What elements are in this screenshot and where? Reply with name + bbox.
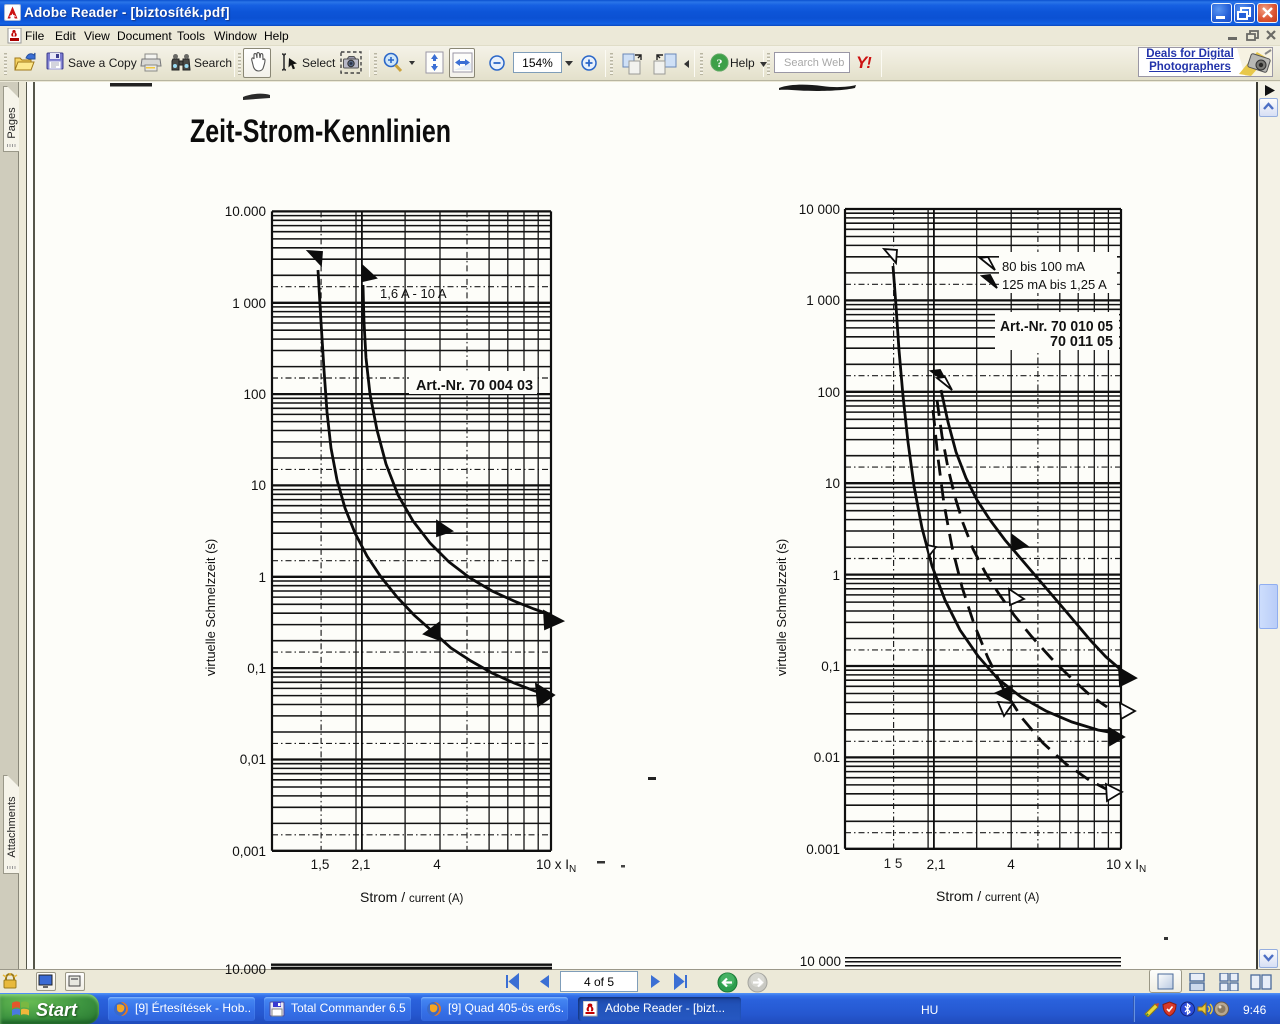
svg-text:70 011 05: 70 011 05 <box>1050 333 1113 350</box>
svg-text:1 000: 1 000 <box>806 293 840 308</box>
svg-text:80 bis 100 mA: 80 bis 100 mA <box>1002 259 1085 274</box>
svg-text:0.01: 0.01 <box>814 750 840 765</box>
svg-text:1,5: 1,5 <box>311 857 330 872</box>
svg-text:1,6 A - 10 A: 1,6 A - 10 A <box>380 286 447 301</box>
svg-text:0.001: 0.001 <box>806 842 840 857</box>
svg-text:1 000: 1 000 <box>232 296 266 311</box>
svg-text:0,001: 0,001 <box>232 844 266 859</box>
svg-text:10: 10 <box>251 478 266 493</box>
svg-text:Art.-Nr. 70 004 03: Art.-Nr. 70 004 03 <box>416 377 533 394</box>
svg-text:1: 1 <box>832 568 840 583</box>
svg-text:Strom / current (A): Strom / current (A) <box>936 888 1040 904</box>
svg-text:125 mA bis 1,25 A: 125 mA bis 1,25 A <box>1002 277 1107 292</box>
svg-text:100: 100 <box>817 385 840 400</box>
svg-text:10.000: 10.000 <box>225 962 266 977</box>
svg-text:4: 4 <box>433 857 441 872</box>
svg-text:Strom / current (A): Strom / current (A) <box>360 889 464 905</box>
svg-text:Art.-Nr. 70 010 05: Art.-Nr. 70 010 05 <box>1000 318 1113 335</box>
svg-text:100: 100 <box>243 387 266 402</box>
svg-text:2,1: 2,1 <box>352 857 371 872</box>
svg-text:10 x IN: 10 x IN <box>1106 857 1146 875</box>
svg-text:1: 1 <box>258 570 266 585</box>
svg-text:0,1: 0,1 <box>821 659 840 674</box>
svg-text:virtuelle Schmelzzeit (s): virtuelle Schmelzzeit (s) <box>203 539 218 676</box>
svg-text:0,01: 0,01 <box>240 752 266 767</box>
svg-text:?: ? <box>717 56 723 70</box>
svg-text:10 000: 10 000 <box>799 202 840 217</box>
svg-text:1 5: 1 5 <box>884 856 903 871</box>
svg-text:10 x IN: 10 x IN <box>536 857 576 875</box>
svg-text:0,1: 0,1 <box>247 661 266 676</box>
svg-text:2,1: 2,1 <box>927 857 946 872</box>
svg-text:4: 4 <box>1007 857 1015 872</box>
svg-text:10.000: 10.000 <box>225 204 266 219</box>
svg-text:10: 10 <box>825 476 840 491</box>
svg-text:Zeit-Strom-Kennlinien: Zeit-Strom-Kennlinien <box>190 113 451 149</box>
svg-text:virtuelle Schmelzzeit (s): virtuelle Schmelzzeit (s) <box>774 539 789 676</box>
svg-text:10 000: 10 000 <box>800 954 841 969</box>
